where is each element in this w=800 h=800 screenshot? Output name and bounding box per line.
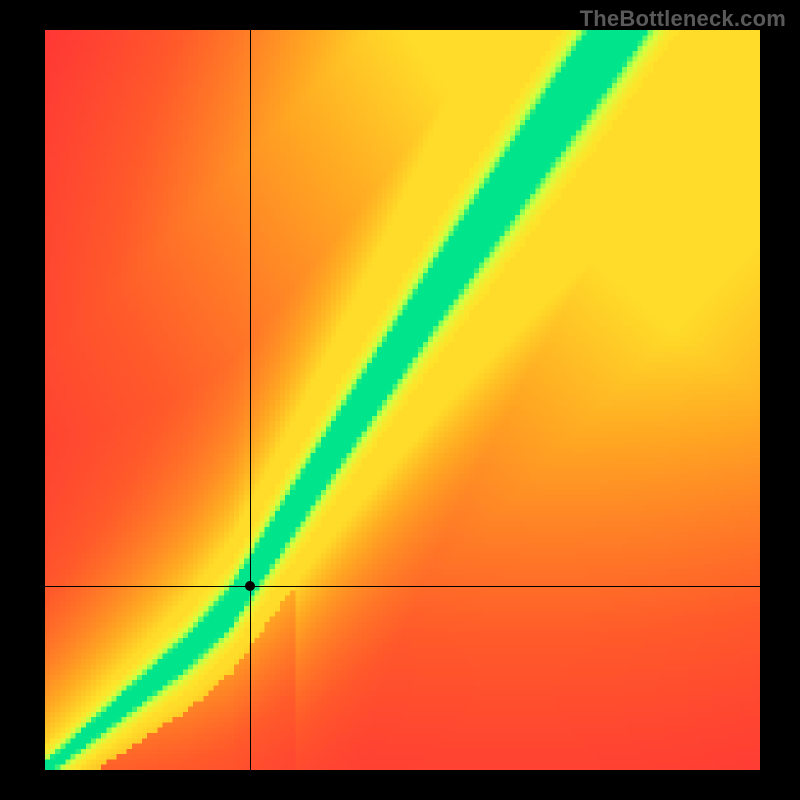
watermark-text: TheBottleneck.com — [580, 6, 786, 32]
crosshair-vertical — [250, 30, 251, 770]
crosshair-horizontal — [45, 586, 760, 587]
marker-dot — [245, 581, 255, 591]
heatmap-canvas — [45, 30, 760, 770]
heatmap-plot — [45, 30, 760, 770]
